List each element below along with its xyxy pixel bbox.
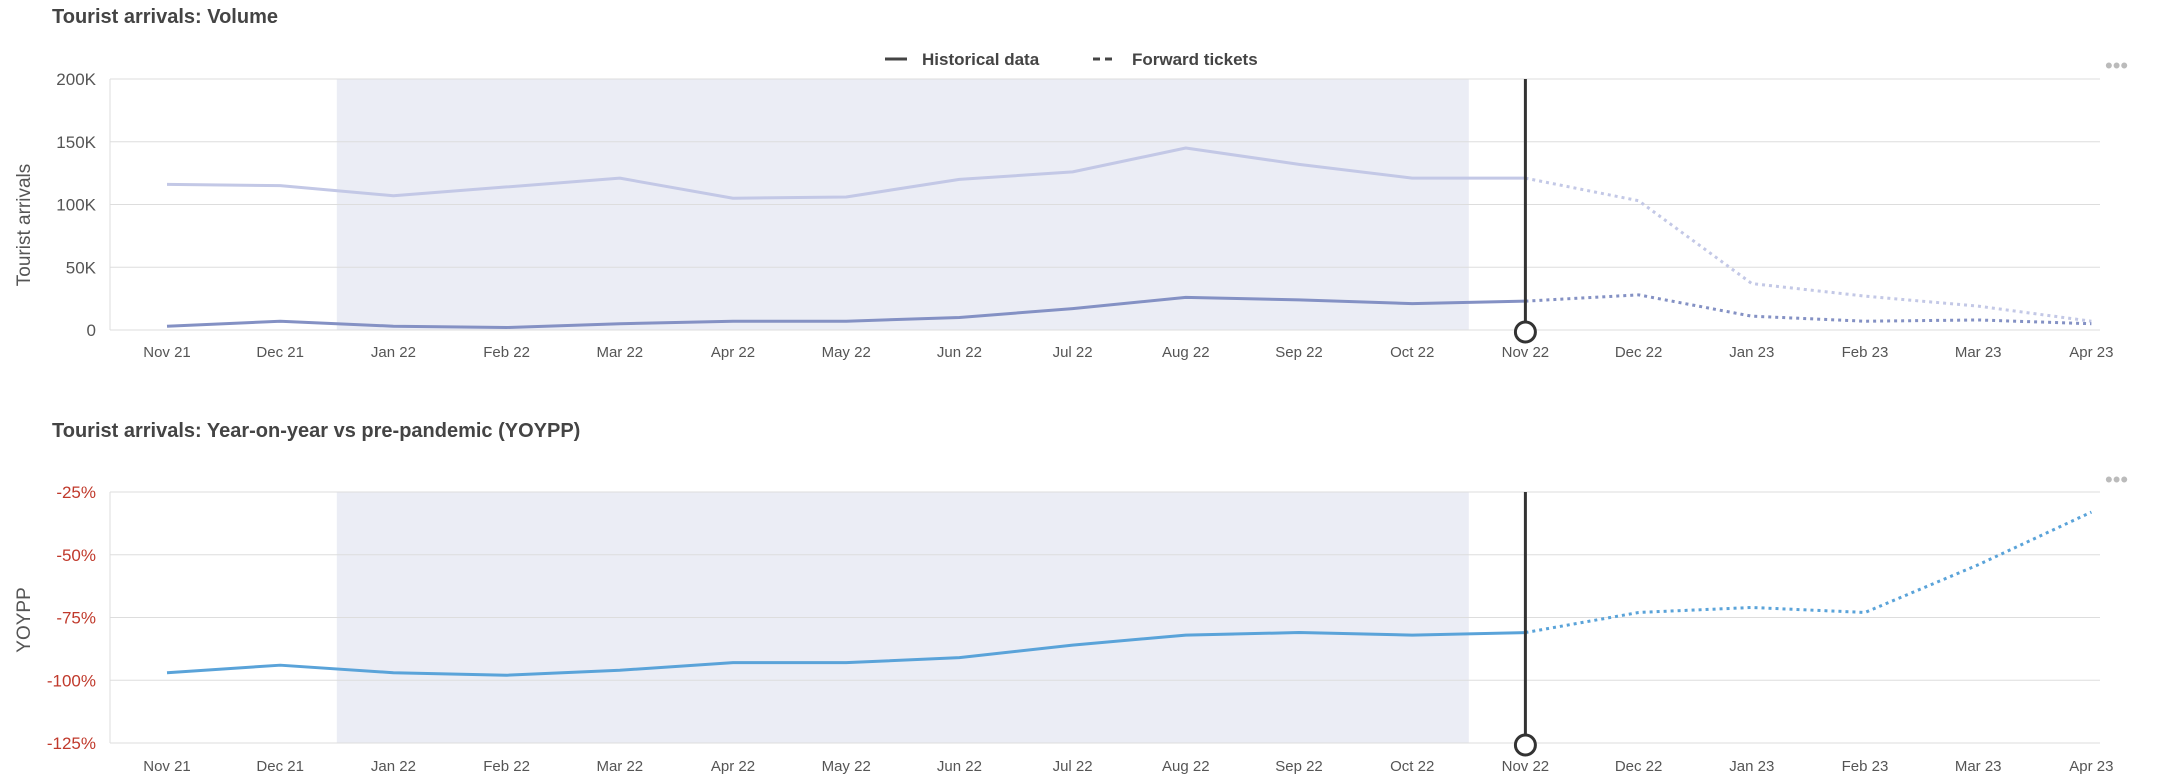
- legend-historical-label: Historical data: [922, 50, 1040, 69]
- current-date-handle: [1513, 320, 1537, 344]
- yoypp-y-axis-label: YOYPP: [14, 587, 35, 652]
- x-tick-label: Dec 21: [256, 344, 304, 361]
- x-tick-label: Nov 22: [1502, 344, 1550, 361]
- x-tick-label: Jul 22: [1053, 344, 1093, 361]
- x-tick-label: Feb 23: [1842, 758, 1889, 775]
- series-forward-line: [1525, 510, 2093, 635]
- y-tick-label: -50%: [56, 546, 96, 565]
- x-tick-label: Aug 22: [1162, 344, 1210, 361]
- x-tick-label: Feb 22: [483, 344, 530, 361]
- y-tick-label: -25%: [56, 483, 96, 502]
- x-tick-label: Nov 21: [143, 758, 191, 775]
- x-tick-label: Jan 23: [1729, 344, 1774, 361]
- series-historical-line: [166, 146, 1526, 200]
- y-tick-label: -75%: [56, 609, 96, 628]
- x-tick-label: Oct 22: [1390, 758, 1434, 775]
- x-tick-label: Jan 22: [371, 344, 416, 361]
- chart-legend: Historical data Forward tickets: [885, 50, 1258, 69]
- volume-chart-plot: 0 50K 100K 150K 200K Nov 21 Dec 21 Jan 22 Feb 22…: [56, 70, 2113, 361]
- x-tick-label: Feb 22: [483, 758, 530, 775]
- y-tick-label: -100%: [47, 671, 96, 690]
- volume-y-axis-label: Tourist arrivals: [14, 164, 35, 286]
- x-tick-label: Mar 22: [596, 758, 643, 775]
- y-tick-label: 100K: [56, 196, 96, 215]
- x-tick-label: Jun 22: [937, 758, 982, 775]
- x-tick-label: Jan 23: [1729, 758, 1774, 775]
- yoypp-chart-plot: -125% -100% -75% -50% -25% Nov 21 Dec 21 Jan 22…: [47, 483, 2114, 775]
- x-tick-label: Aug 22: [1162, 758, 1210, 775]
- x-tick-label: Mar 22: [596, 344, 643, 361]
- yoypp-chart-title: Tourist arrivals: Year-on-year vs pre-pa…: [52, 420, 580, 442]
- series-historical-line: [166, 631, 1526, 677]
- x-tick-label: Jun 22: [937, 344, 982, 361]
- series-forward-line: [1525, 176, 2092, 323]
- x-tick-label: Apr 22: [711, 758, 755, 775]
- x-tick-label: Apr 23: [2069, 344, 2113, 361]
- x-tick-label: May 22: [822, 344, 871, 361]
- x-tick-label: Nov 22: [1502, 758, 1550, 775]
- y-tick-label: 0: [87, 321, 96, 340]
- x-tick-label: Apr 22: [711, 344, 755, 361]
- y-tick-label: 200K: [56, 70, 96, 89]
- y-tick-label: 150K: [56, 133, 96, 152]
- x-tick-label: Jul 22: [1053, 758, 1093, 775]
- x-tick-label: Jan 22: [371, 758, 416, 775]
- x-tick-label: Sep 22: [1275, 758, 1323, 775]
- legend-forward-label: Forward tickets: [1132, 50, 1258, 69]
- x-tick-label: Mar 23: [1955, 758, 2002, 775]
- x-tick-label: May 22: [822, 758, 871, 775]
- volume-chart-menu-icon[interactable]: •••: [2105, 53, 2128, 78]
- current-date-handle: [1513, 733, 1537, 757]
- y-tick-label: 50K: [66, 258, 97, 277]
- series-historical-line: [166, 295, 1526, 329]
- x-tick-label: Mar 23: [1955, 344, 2002, 361]
- volume-chart-title: Tourist arrivals: Volume: [52, 6, 278, 28]
- x-tick-label: Dec 21: [256, 758, 304, 775]
- x-tick-label: Sep 22: [1275, 344, 1323, 361]
- yoypp-chart-menu-icon[interactable]: •••: [2105, 467, 2128, 492]
- x-tick-label: Nov 21: [143, 344, 191, 361]
- x-tick-label: Oct 22: [1390, 344, 1434, 361]
- x-tick-label: Apr 23: [2069, 758, 2113, 775]
- x-tick-label: Dec 22: [1615, 344, 1663, 361]
- x-tick-label: Feb 23: [1842, 344, 1889, 361]
- x-tick-label: Dec 22: [1615, 758, 1663, 775]
- y-tick-label: -125%: [47, 734, 96, 753]
